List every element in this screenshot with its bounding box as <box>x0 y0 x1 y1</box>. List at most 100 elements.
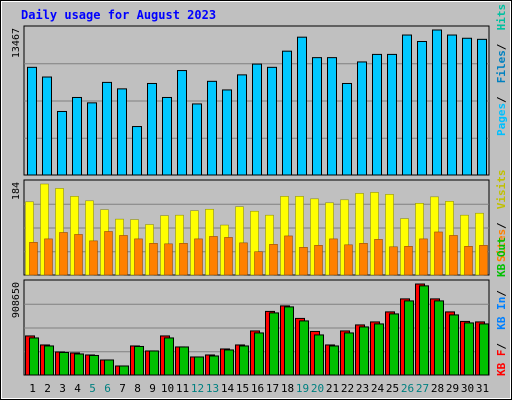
bar-sites <box>389 246 398 276</box>
bar-hits <box>87 102 97 176</box>
bar-sites <box>224 237 233 276</box>
bar-hits <box>132 126 142 176</box>
bar-kb-in <box>179 346 189 376</box>
bar-hits <box>117 88 127 176</box>
bar-hits <box>222 89 232 176</box>
bar-kb-in <box>239 345 249 376</box>
bar-kb-in <box>59 351 69 376</box>
bar-hits <box>312 57 322 176</box>
bar-kb-in <box>479 323 489 376</box>
x-tick-label: 26 <box>401 382 414 395</box>
bar-hits <box>237 74 247 176</box>
x-tick-label: 12 <box>191 382 204 395</box>
bar-kb-in <box>374 323 384 376</box>
bar-kb-in <box>314 334 324 376</box>
bar-hits <box>462 37 472 176</box>
bar-kb-in <box>149 350 159 376</box>
bar-hits <box>102 81 112 176</box>
bar-kb-in <box>359 326 369 376</box>
bar-kb-in <box>344 332 354 376</box>
bar-hits <box>252 63 262 176</box>
bar-hits <box>42 76 52 176</box>
legend-kbout: KB Out <box>495 237 508 277</box>
bar-sites <box>419 238 428 276</box>
bar-hits <box>372 53 382 176</box>
legend-sep: / <box>495 222 508 229</box>
x-tick-label: 21 <box>326 382 339 395</box>
chart-title: Daily usage for August 2023 <box>21 8 216 22</box>
bar-sites <box>434 231 443 276</box>
bar-hits <box>282 50 292 176</box>
bar-hits <box>72 96 82 176</box>
bar-kb-in <box>389 313 399 376</box>
x-tick-label: 19 <box>296 382 309 395</box>
x-tick-label: 23 <box>356 382 369 395</box>
x-tick-label: 4 <box>74 382 81 395</box>
bar-kb-in <box>299 320 309 376</box>
x-tick-label: 1 <box>29 382 36 395</box>
bar-hits <box>297 36 307 176</box>
bar-sites <box>299 247 308 276</box>
bar-kb-in <box>44 345 54 376</box>
x-tick-label: 30 <box>461 382 474 395</box>
y-tick-label: 908650 <box>11 282 22 318</box>
bar-hits <box>357 61 367 176</box>
bar-sites <box>194 238 203 276</box>
x-tick-label: 11 <box>176 382 189 395</box>
bar-kb-in <box>209 355 219 376</box>
legend-kbf: KB F <box>495 350 508 377</box>
bar-kb-in <box>119 365 129 376</box>
legend-files: Files <box>495 50 508 83</box>
bar-sites <box>449 235 458 276</box>
bar-hits <box>432 29 442 176</box>
legend-kbin: KB In <box>495 297 508 330</box>
x-tick-label: 8 <box>134 382 141 395</box>
bar-sites <box>314 245 323 276</box>
bar-sites <box>44 238 53 276</box>
bar-kb-in <box>329 345 339 376</box>
bar-kb-in <box>104 359 114 376</box>
bar-kb-in <box>74 353 84 376</box>
bar-kb-in <box>164 337 174 376</box>
bar-hits <box>177 70 187 176</box>
bar-hits <box>147 82 157 176</box>
x-tick-label: 7 <box>119 382 126 395</box>
bar-sites <box>164 243 173 276</box>
bar-hits <box>342 82 352 176</box>
legend-sep: / <box>495 96 508 103</box>
bar-sites <box>254 251 263 276</box>
bar-sites <box>89 240 98 276</box>
bar-sites <box>29 242 38 276</box>
legend-hits: Hits <box>495 4 508 31</box>
bar-sites <box>404 246 413 276</box>
bar-sites <box>374 239 383 276</box>
x-tick-label: 15 <box>236 382 249 395</box>
bar-kb-in <box>449 314 459 376</box>
bar-sites <box>239 242 248 276</box>
bar-kb-in <box>284 306 294 376</box>
x-tick-label: 17 <box>266 382 279 395</box>
x-tick-label: 24 <box>371 382 385 395</box>
bar-hits <box>192 103 202 176</box>
bar-sites <box>119 235 128 276</box>
bar-sites <box>134 238 143 276</box>
bar-hits <box>57 110 67 176</box>
bar-hits <box>267 66 277 176</box>
bar-sites <box>359 243 368 276</box>
x-tick-label: 13 <box>206 382 219 395</box>
bar-hits <box>27 66 37 176</box>
x-tick-label: 28 <box>431 382 444 395</box>
bar-kb-in <box>134 345 144 376</box>
bar-hits <box>327 57 337 176</box>
bar-sites <box>269 244 278 276</box>
legend-visits: Visits <box>495 169 508 209</box>
x-tick-label: 3 <box>59 382 66 395</box>
bar-hits <box>207 80 217 176</box>
x-tick-label: 20 <box>311 382 324 395</box>
bar-sites <box>74 234 83 276</box>
bar-hits <box>477 38 487 176</box>
x-tick-label: 25 <box>386 382 399 395</box>
bar-hits <box>162 96 172 176</box>
legend-sep: / <box>495 290 508 297</box>
